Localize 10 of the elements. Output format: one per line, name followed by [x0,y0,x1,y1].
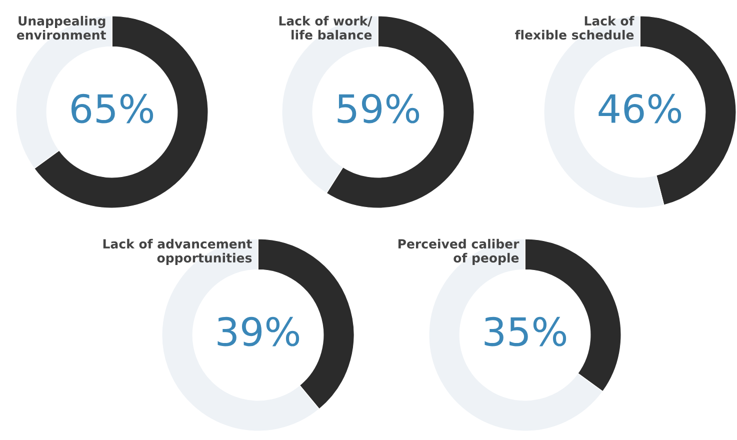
text: Lack of advancement opportunities [103,238,252,266]
text: Perceived caliber of people [398,238,520,266]
chart-title: Unappealing environment [16,16,106,40]
data-label: 35% [484,316,566,346]
data-label: 39% [218,316,300,346]
chart-title: Lack of flexible schedule [515,16,634,40]
data-label: 46% [598,94,682,124]
chart-title: Lack of work/ life balance [279,16,372,40]
data-label: 59% [338,94,420,124]
data-label: 65% [72,94,154,124]
